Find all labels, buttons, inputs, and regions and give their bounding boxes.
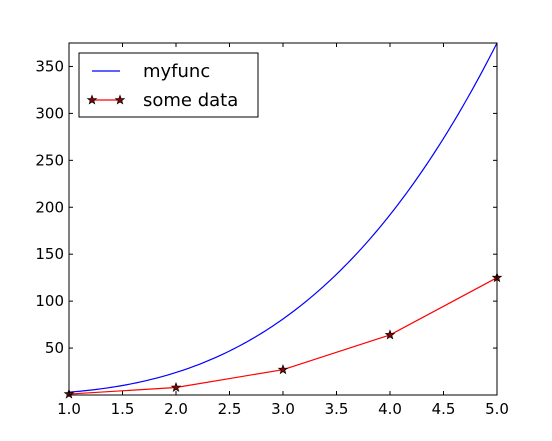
x-tick-label: 3.0	[271, 400, 295, 418]
data-point-star	[277, 364, 289, 375]
legend-marker-star	[114, 94, 126, 105]
x-tick-label: 2.0	[164, 400, 188, 418]
legend: myfunc some data	[78, 52, 259, 118]
x-tick-label: 4.5	[432, 400, 456, 418]
y-tick-label: 300	[35, 104, 64, 122]
x-tick-label: 5.0	[485, 400, 509, 418]
legend-marker-star	[86, 94, 98, 105]
legend-label-1: myfunc	[143, 61, 210, 82]
legend-label-2: some data	[143, 90, 238, 111]
x-tick-label: 1.5	[111, 400, 135, 418]
series-line-2	[68, 277, 498, 395]
y-tick-label: 200	[35, 198, 64, 216]
y-tick-label: 150	[35, 245, 64, 263]
x-tick-label: 4.0	[378, 400, 402, 418]
legend-box	[78, 52, 259, 118]
series-line-1	[68, 42, 498, 393]
x-tick-label: 3.5	[325, 400, 349, 418]
x-tick-label: 2.5	[218, 400, 242, 418]
y-tick-label: 250	[35, 151, 64, 169]
y-tick-label: 350	[35, 57, 64, 75]
axes: 1.0 1.5 2.0 2.5 3.0 3.5 4.0 4.5 5.0 50 100 150 200 25…	[35, 42, 509, 418]
x-tick-label: 1.0	[57, 400, 81, 418]
y-tick-label: 50	[45, 339, 64, 357]
data-point-star	[384, 329, 396, 340]
data-point-star	[170, 381, 182, 393]
y-tick-label: 100	[35, 292, 64, 310]
